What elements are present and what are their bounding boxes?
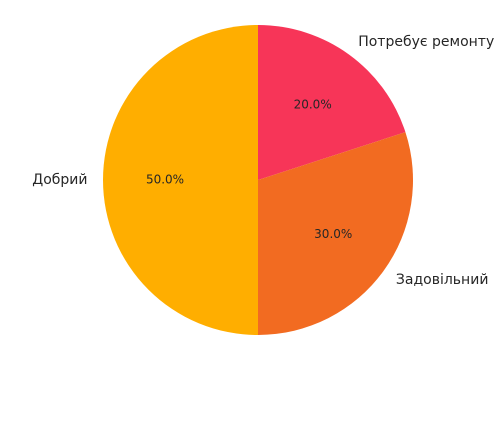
value-label: 50.0% xyxy=(146,173,184,187)
slice-label: Потребує ремонту xyxy=(358,34,494,50)
slice-label: Задовільний xyxy=(396,272,489,288)
value-label: 30.0% xyxy=(314,227,352,241)
pie-slice xyxy=(258,25,406,180)
pie-slice xyxy=(103,25,258,335)
slice-label: Добрий xyxy=(32,172,87,188)
value-label: 20.0% xyxy=(294,97,332,111)
pie-slice xyxy=(258,132,413,335)
